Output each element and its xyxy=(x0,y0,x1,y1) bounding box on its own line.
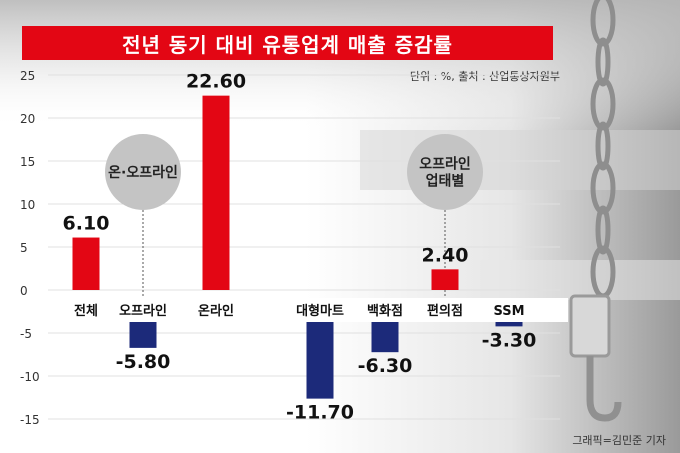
annotation-text: 업태별 xyxy=(426,173,465,190)
y-tick-label: 5 xyxy=(20,241,28,255)
value-label: -11.70 xyxy=(286,402,354,424)
value-label: -6.30 xyxy=(358,355,413,377)
bar-온라인 xyxy=(202,95,230,290)
annotation-bubble xyxy=(105,134,181,210)
source-note: 단위 : %, 출처 : 산업통상자원부 xyxy=(409,70,560,83)
credit-note: 그래픽=김민준 기자 xyxy=(572,434,666,447)
bar-백화점 xyxy=(371,322,399,353)
category-label: SSM xyxy=(493,304,524,319)
y-tick-label: 25 xyxy=(20,69,35,83)
y-tick-label: -10 xyxy=(20,370,40,384)
bar-편의점 xyxy=(431,269,459,290)
value-label: -5.80 xyxy=(116,351,171,373)
annotation-text: 온·오프라인 xyxy=(108,164,178,181)
value-label: -3.30 xyxy=(482,329,537,351)
y-tick-label: -5 xyxy=(20,327,32,341)
category-label: 편의점 xyxy=(427,303,463,319)
value-label: 2.40 xyxy=(422,244,469,266)
y-tick-label: -15 xyxy=(20,413,40,427)
chart-title: 전년 동기 대비 유통업계 매출 증감률 xyxy=(122,32,453,57)
category-label: 전체 xyxy=(74,303,98,319)
category-label: 백화점 xyxy=(367,303,403,319)
y-tick-label: 10 xyxy=(20,198,35,212)
category-strip xyxy=(48,298,568,322)
y-tick-label: 20 xyxy=(20,112,35,126)
value-label: 6.10 xyxy=(63,213,110,235)
category-label: 대형마트 xyxy=(296,303,344,319)
category-label: 온라인 xyxy=(198,303,234,319)
annotation-text: 오프라인 xyxy=(419,156,471,173)
chain-graphic xyxy=(569,0,622,422)
value-label: 22.60 xyxy=(186,71,246,93)
y-tick-label: 15 xyxy=(20,155,35,169)
y-tick-label: 0 xyxy=(20,284,28,298)
bar-대형마트 xyxy=(306,322,334,399)
category-label: 오프라인 xyxy=(119,303,167,319)
title-banner: 전년 동기 대비 유통업계 매출 증감률 xyxy=(22,26,553,60)
bar-SSM xyxy=(495,322,523,327)
annotation-bubble xyxy=(407,134,483,210)
bar-오프라인 xyxy=(129,322,157,348)
bar-전체 xyxy=(72,237,100,290)
